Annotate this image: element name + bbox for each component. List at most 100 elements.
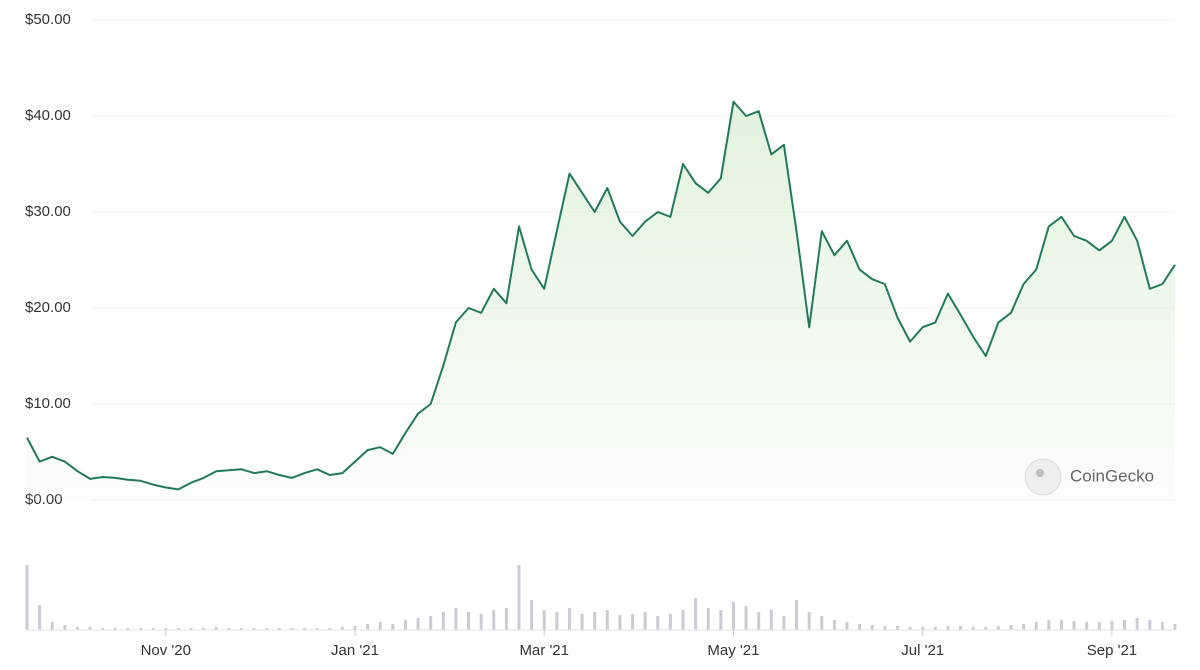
volume-bar: [50, 622, 54, 630]
volume-bar: [656, 616, 660, 630]
watermark-logo: [1024, 458, 1062, 496]
volume-bar: [1072, 621, 1076, 630]
volume-bar: [530, 600, 534, 630]
volume-bar: [959, 626, 963, 630]
volume-bar: [795, 600, 799, 630]
volume-bar: [971, 627, 975, 630]
volume-bar: [265, 628, 269, 630]
x-tick-label: Jan '21: [331, 642, 379, 659]
volume-bar: [1085, 622, 1089, 630]
volume-bar: [1034, 622, 1038, 630]
volume-bar: [189, 628, 193, 630]
volume-bar: [908, 627, 912, 630]
volume-bar: [782, 616, 786, 630]
volume-bar: [467, 612, 471, 630]
y-tick-label: $40.00: [25, 107, 71, 124]
volume-bar: [605, 610, 609, 630]
volume-bar: [542, 610, 546, 630]
volume-bar: [731, 602, 735, 630]
x-tick-label: Mar '21: [519, 642, 569, 659]
volume-bar: [239, 628, 243, 630]
x-tick-label: Jul '21: [901, 642, 944, 659]
volume-bar: [858, 624, 862, 630]
volume-bar: [1173, 624, 1177, 630]
volume-bar: [555, 612, 559, 630]
volume-bar: [1047, 620, 1051, 630]
volume-bar: [1097, 622, 1101, 630]
volume-bar: [883, 626, 887, 630]
volume-bar: [832, 620, 836, 630]
watermark-logo-eye: [1036, 469, 1044, 477]
volume-bar: [820, 616, 824, 630]
y-tick-label: $50.00: [25, 11, 71, 28]
volume-bar: [1135, 618, 1139, 630]
volume-bar: [290, 628, 294, 630]
y-tick-label: $20.00: [25, 299, 71, 316]
volume-bar: [151, 628, 155, 630]
volume-bar: [1009, 625, 1013, 630]
volume-bar: [63, 625, 67, 630]
volume-bar: [681, 610, 685, 630]
volume-bar: [845, 622, 849, 630]
volume-bar: [1110, 621, 1114, 630]
volume-bar: [492, 610, 496, 630]
volume-bar: [252, 628, 256, 630]
volume-bar: [580, 614, 584, 630]
x-tick-label: Sep '21: [1087, 642, 1137, 659]
volume-bar: [277, 628, 281, 630]
volume-bar: [164, 628, 168, 630]
volume-bar: [996, 626, 1000, 630]
volume-bar: [694, 598, 698, 630]
volume-bar: [593, 612, 597, 630]
volume-bar: [668, 614, 672, 630]
volume-bar: [454, 608, 458, 630]
volume-bar: [113, 628, 117, 630]
x-tick-label: May '21: [707, 642, 759, 659]
volume-bar: [1059, 620, 1063, 630]
volume-bar: [933, 627, 937, 630]
volume-bar: [921, 627, 925, 630]
volume-bar: [744, 606, 748, 630]
volume-bar: [214, 627, 218, 630]
volume-bar: [340, 627, 344, 630]
volume-bar: [618, 615, 622, 630]
volume-bar: [391, 624, 395, 630]
volume-bar: [643, 612, 647, 630]
volume-bar: [416, 618, 420, 630]
volume-bar: [227, 628, 231, 630]
price-line: [26, 100, 1176, 491]
volume-bar: [1123, 620, 1127, 630]
volume-bar: [1160, 622, 1164, 630]
volume-bar: [303, 628, 307, 630]
volume-bar: [1022, 624, 1026, 630]
volume-bar: [202, 628, 206, 630]
volume-bar: [517, 565, 521, 630]
volume-bar: [378, 622, 382, 630]
volume-bar: [25, 565, 29, 630]
volume-bar: [895, 626, 899, 630]
volume-bar: [504, 608, 508, 630]
volume-bar: [1148, 620, 1152, 630]
volume-bar: [807, 612, 811, 630]
volume-bar: [870, 625, 874, 630]
volume-bar: [757, 612, 761, 630]
volume-bar: [479, 614, 483, 630]
volume-bar: [946, 626, 950, 630]
volume-bar: [139, 628, 143, 630]
volume-bar: [429, 616, 433, 630]
volume-bar: [984, 627, 988, 630]
x-tick-label: Nov '20: [141, 642, 191, 659]
watermark: CoinGecko: [1024, 458, 1154, 496]
volume-bar: [101, 628, 105, 630]
volume-bar: [126, 628, 130, 630]
volume-bar: [176, 628, 180, 630]
volume-bar: [328, 628, 332, 630]
watermark-text: CoinGecko: [1070, 466, 1154, 485]
volume-bar: [38, 605, 42, 630]
volume-bar: [88, 627, 92, 630]
volume-bar: [75, 627, 79, 630]
volume-bar: [403, 620, 407, 630]
volume-bar: [441, 612, 445, 630]
volume-bar: [315, 628, 319, 630]
